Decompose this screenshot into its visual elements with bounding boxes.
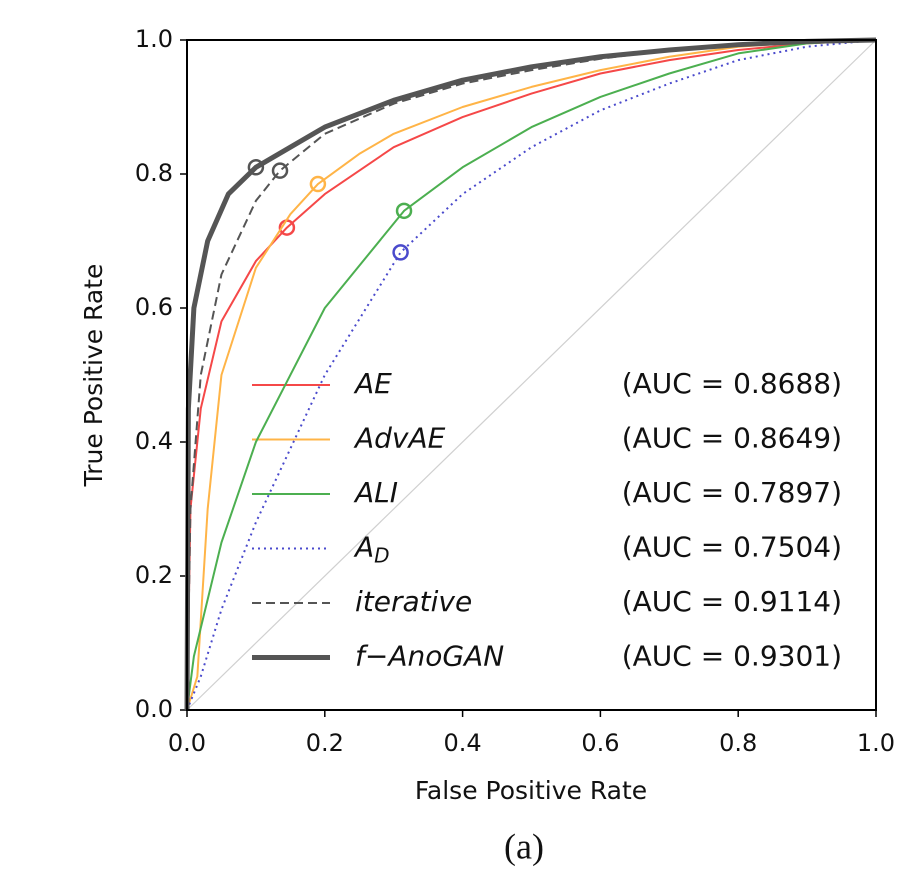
x-tick-label: 0.2 xyxy=(306,729,344,757)
x-tick-label: 0.6 xyxy=(581,729,619,757)
diagonal-reference xyxy=(186,39,877,711)
roc-curve xyxy=(186,39,877,711)
legend-auc: (AUC = 0.7897) xyxy=(622,476,842,509)
legend-auc: (AUC = 0.8649) xyxy=(622,422,842,455)
y-tick-label: 0.4 xyxy=(135,427,173,455)
legend-name: AE xyxy=(353,367,392,400)
caption: (a) xyxy=(504,826,544,866)
roc-curve xyxy=(186,39,877,711)
legend-auc: (AUC = 0.9301) xyxy=(622,640,842,673)
legend-name: f−AnoGAN xyxy=(355,640,504,673)
legend-auc: (AUC = 0.9114) xyxy=(622,585,842,618)
legend-auc: (AUC = 0.7504) xyxy=(622,531,842,564)
x-axis-label: False Positive Rate xyxy=(415,776,647,805)
operating-point xyxy=(395,202,413,220)
x-tick-label: 0.8 xyxy=(719,729,757,757)
legend-name: iterative xyxy=(355,585,472,618)
y-tick-label: 0.2 xyxy=(135,561,173,589)
y-tick-label: 1.0 xyxy=(135,25,173,53)
operating-point xyxy=(309,175,327,193)
roc-curve xyxy=(186,39,877,711)
legend-name: AD xyxy=(353,531,390,568)
roc-curve xyxy=(186,39,877,711)
x-tick-label: 0.0 xyxy=(168,729,206,757)
legend-name: AdvAE xyxy=(353,422,446,455)
y-axis-label: True Positive Rate xyxy=(79,264,108,488)
operating-point xyxy=(271,162,289,179)
roc-curve xyxy=(186,39,877,711)
y-tick-label: 0.0 xyxy=(135,695,173,723)
plot-frame xyxy=(186,39,877,711)
legend-auc: (AUC = 0.8688) xyxy=(622,367,842,400)
y-tick-label: 0.8 xyxy=(135,159,173,187)
roc-curve xyxy=(184,37,877,711)
legend-name: ALI xyxy=(353,476,398,509)
operating-point xyxy=(392,244,409,261)
operating-point xyxy=(247,159,265,176)
x-tick-label: 1.0 xyxy=(857,729,895,757)
x-tick-label: 0.4 xyxy=(444,729,482,757)
y-tick-label: 0.6 xyxy=(135,293,173,321)
